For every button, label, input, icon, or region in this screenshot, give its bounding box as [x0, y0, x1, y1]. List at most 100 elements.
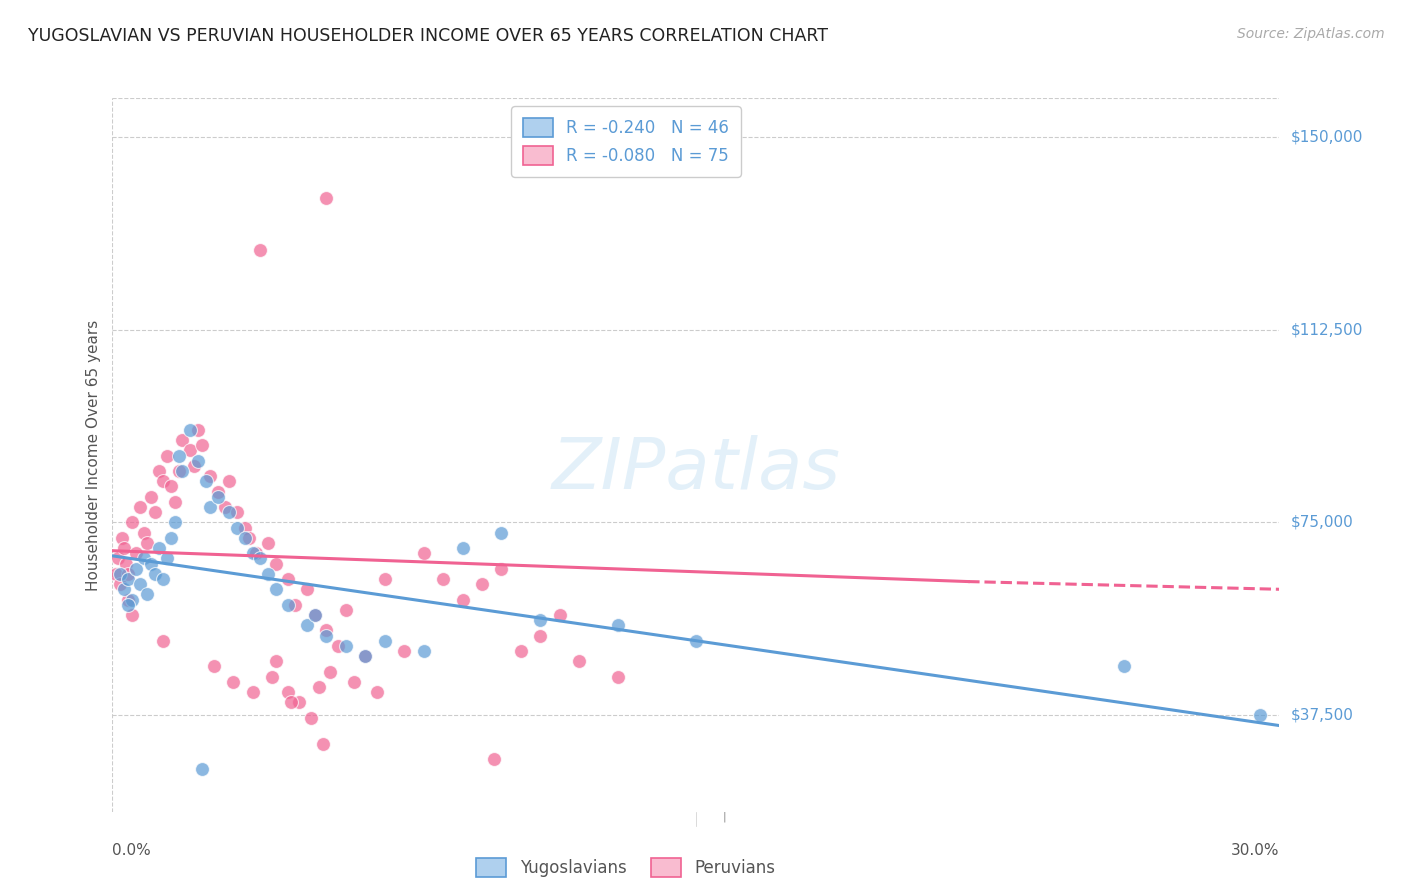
Point [218, 475, 240, 489]
Point [374, 633, 396, 648]
Text: |: | [723, 812, 725, 822]
Point [143, 505, 166, 519]
Point [308, 680, 330, 694]
Point [136, 536, 159, 550]
Point [222, 674, 245, 689]
Point [117, 598, 139, 612]
Point [451, 541, 474, 556]
Point [117, 592, 139, 607]
Point [179, 423, 201, 437]
Point [315, 191, 337, 205]
Point [141, 557, 163, 571]
Point [299, 711, 322, 725]
Text: $150,000: $150,000 [1291, 129, 1362, 145]
Point [143, 566, 166, 581]
Point [152, 572, 174, 586]
Point [245, 546, 267, 560]
Point [218, 505, 240, 519]
Point [354, 649, 377, 664]
Text: YUGOSLAVIAN VS PERUVIAN HOUSEHOLDER INCOME OVER 65 YEARS CORRELATION CHART: YUGOSLAVIAN VS PERUVIAN HOUSEHOLDER INCO… [28, 27, 828, 45]
Point [451, 592, 474, 607]
Point [121, 592, 143, 607]
Point [152, 633, 174, 648]
Point [242, 685, 264, 699]
Point [304, 607, 326, 622]
Point [295, 618, 318, 632]
Point [198, 500, 221, 514]
Point [315, 624, 337, 638]
Text: $112,500: $112,500 [1291, 322, 1362, 337]
Point [242, 546, 264, 560]
Point [343, 674, 366, 689]
Point [226, 505, 249, 519]
Point [276, 572, 298, 586]
Y-axis label: Householder Income Over 65 years: Householder Income Over 65 years [86, 319, 101, 591]
Point [121, 607, 143, 622]
Point [1112, 659, 1135, 673]
Point [238, 531, 260, 545]
Point [207, 484, 229, 499]
Point [167, 464, 190, 478]
Point [568, 654, 591, 668]
Legend: Yugoslavians, Peruvians: Yugoslavians, Peruvians [464, 847, 787, 889]
Point [187, 453, 209, 467]
Point [128, 500, 150, 514]
Point [471, 577, 494, 591]
Point [117, 566, 139, 581]
Point [183, 458, 205, 473]
Point [156, 551, 179, 566]
Point [392, 644, 416, 658]
Point [187, 423, 209, 437]
Point [136, 587, 159, 601]
Point [132, 551, 155, 566]
Point [191, 762, 214, 776]
Point [304, 607, 326, 622]
Point [280, 695, 302, 709]
Point [607, 618, 630, 632]
Point [214, 500, 236, 514]
Point [491, 562, 513, 576]
Point [482, 752, 505, 766]
Point [207, 490, 229, 504]
Point [107, 551, 129, 566]
Point [152, 475, 174, 489]
Point [112, 582, 135, 597]
Point [529, 613, 551, 627]
Point [335, 603, 357, 617]
Point [607, 670, 630, 684]
Point [110, 577, 132, 591]
Point [202, 659, 225, 673]
Text: $75,000: $75,000 [1291, 515, 1354, 530]
Point [249, 243, 271, 257]
Point [276, 685, 298, 699]
Point [125, 546, 148, 560]
Point [160, 479, 183, 493]
Point [111, 531, 134, 545]
Point [112, 541, 135, 556]
Point [125, 562, 148, 576]
Point [491, 525, 513, 540]
Point [412, 644, 434, 658]
Point [326, 639, 349, 653]
Point [685, 633, 707, 648]
Point [115, 557, 138, 571]
Point [335, 639, 357, 653]
Point [257, 566, 280, 581]
Point [233, 531, 256, 545]
Point [163, 516, 186, 530]
Point [432, 572, 454, 586]
Point [311, 737, 333, 751]
Text: ZIPatlas: ZIPatlas [551, 434, 841, 504]
Point [548, 607, 571, 622]
Point [191, 438, 214, 452]
Point [264, 654, 287, 668]
Point [412, 546, 434, 560]
Point [179, 443, 201, 458]
Point [172, 433, 194, 447]
Point [172, 464, 194, 478]
Point [319, 665, 342, 679]
Point [260, 670, 283, 684]
Point [257, 536, 280, 550]
Point [148, 541, 170, 556]
Point [148, 464, 170, 478]
